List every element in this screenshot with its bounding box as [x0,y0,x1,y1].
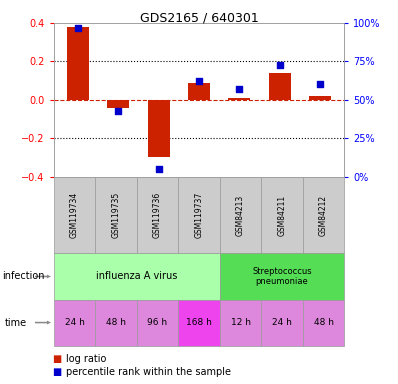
Text: ■: ■ [52,354,61,364]
Point [277,61,283,68]
Text: GSM84212: GSM84212 [319,194,328,236]
Bar [67,27,89,100]
Text: GDS2165 / 640301: GDS2165 / 640301 [140,12,258,25]
Text: 12 h: 12 h [230,318,250,327]
Text: GSM84213: GSM84213 [236,194,245,236]
Point [317,81,323,88]
Point [75,25,81,31]
Text: 48 h: 48 h [106,318,126,327]
Bar [269,73,291,100]
Text: 168 h: 168 h [186,318,212,327]
Text: Streptococcus
pneumoniae: Streptococcus pneumoniae [252,267,312,286]
Text: influenza A virus: influenza A virus [96,271,178,281]
Text: ■: ■ [52,367,61,377]
Point [236,86,242,92]
Bar [148,100,170,157]
Bar [228,98,250,100]
Text: 24 h: 24 h [64,318,84,327]
Text: time: time [5,318,27,328]
Text: GSM119734: GSM119734 [70,192,79,238]
Bar [107,100,129,108]
Bar [188,83,210,100]
Text: GSM84211: GSM84211 [277,194,287,236]
Text: 96 h: 96 h [147,318,168,327]
Text: 48 h: 48 h [314,318,334,327]
Text: 24 h: 24 h [272,318,292,327]
Text: GSM119737: GSM119737 [195,192,203,238]
Text: GSM119735: GSM119735 [111,192,121,238]
Point [196,78,202,84]
Bar [309,96,331,100]
Text: GSM119736: GSM119736 [153,192,162,238]
Point [115,108,121,114]
Text: log ratio: log ratio [66,354,106,364]
Text: percentile rank within the sample: percentile rank within the sample [66,367,231,377]
Text: infection: infection [2,271,45,281]
Point [156,166,162,172]
